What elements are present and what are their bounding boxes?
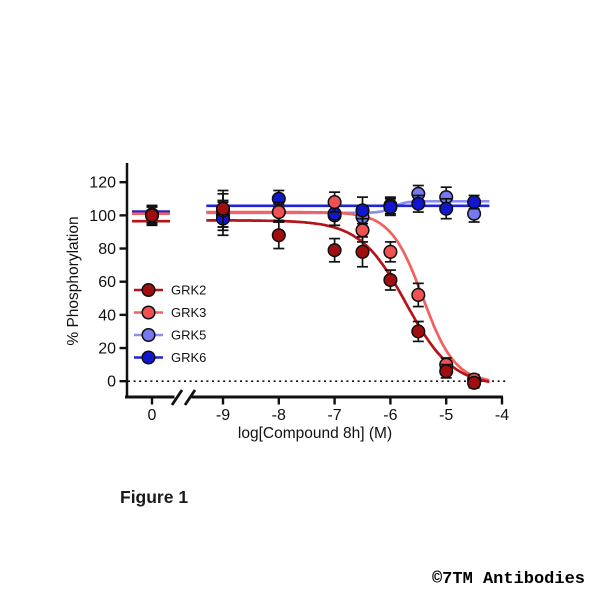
data-point-GRK2	[327, 243, 342, 258]
data-point-GRK2	[411, 324, 426, 339]
y-tick-label: 120	[89, 175, 116, 192]
data-point-GRK6	[439, 201, 454, 216]
y-tick-label: 0	[107, 374, 116, 391]
x-axis-title: log[Compound 8h] (M)	[238, 425, 392, 442]
y-tick-label: 40	[98, 307, 116, 324]
data-point-GRK6	[411, 196, 426, 211]
x-tick-label: -7	[327, 407, 341, 424]
legend-marker-GRK2	[141, 282, 156, 298]
x-tick-label: -6	[383, 407, 397, 424]
data-point-GRK2	[383, 272, 398, 288]
data-point-GRK2	[144, 208, 160, 223]
legend-label-GRK5: GRK5	[171, 328, 206, 343]
data-point-GRK6	[467, 195, 482, 210]
data-point-GRK2	[467, 375, 482, 390]
figure-caption: Figure 1	[120, 487, 189, 507]
plot-area: 0 20 40 60 80 100 120 0 -9 -8 -7 -6 -5 -4 GRK2 GRK3 GRK5…	[89, 163, 509, 424]
data-point-GRK2	[439, 364, 454, 379]
x-tick-label: -5	[439, 407, 453, 424]
legend-marker-GRK5	[141, 327, 156, 343]
axis-break-slash	[170, 389, 184, 406]
x-tick-label: -9	[216, 407, 230, 424]
data-point-GRK3	[271, 205, 286, 220]
data-point-GRK2	[355, 244, 370, 259]
legend-label-GRK3: GRK3	[171, 305, 206, 320]
y-tick-label: 60	[98, 274, 116, 291]
y-tick-label: 80	[98, 241, 116, 258]
x-tick-label: -4	[495, 407, 509, 424]
x-tick-label: -8	[272, 407, 286, 424]
data-point-GRK2	[215, 201, 231, 216]
data-point-GRK3	[411, 287, 426, 303]
dose-response-chart: 0 20 40 60 80 100 120 0 -9 -8 -7 -6 -5 -4 GRK2 GRK3 GRK5…	[65, 163, 509, 442]
x-tick-label: 0	[148, 407, 157, 424]
legend-label-GRK6: GRK6	[171, 350, 206, 365]
fit-curve-GRK3	[206, 210, 490, 382]
legend-label-GRK2: GRK2	[171, 283, 206, 298]
y-axis-title: % Phosphorylation	[65, 216, 82, 345]
data-point-GRK3	[355, 223, 370, 238]
legend-marker-GRK3	[141, 305, 156, 320]
axis-break-slash	[183, 389, 197, 406]
y-tick-label: 100	[89, 208, 116, 225]
data-point-GRK6	[355, 203, 370, 218]
data-point-GRK2	[271, 228, 286, 243]
data-point-GRK3	[383, 244, 398, 259]
brand-watermark: ©7TM Antibodies	[431, 570, 585, 589]
y-tick-label: 20	[98, 341, 116, 358]
legend-marker-GRK6	[141, 350, 156, 365]
data-point-GRK3	[327, 195, 342, 210]
data-point-GRK6	[383, 200, 398, 215]
